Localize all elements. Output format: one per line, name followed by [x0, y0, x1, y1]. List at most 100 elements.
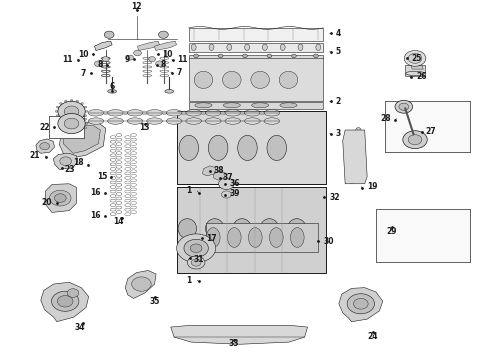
Ellipse shape: [227, 228, 241, 247]
Text: 5: 5: [335, 48, 341, 57]
Ellipse shape: [248, 228, 262, 247]
Ellipse shape: [245, 118, 260, 124]
Text: 37: 37: [223, 173, 234, 182]
Ellipse shape: [108, 118, 123, 124]
Circle shape: [132, 277, 151, 291]
Ellipse shape: [205, 219, 224, 238]
Circle shape: [219, 178, 234, 189]
Polygon shape: [63, 125, 100, 153]
Circle shape: [194, 54, 198, 58]
Ellipse shape: [280, 44, 285, 50]
Ellipse shape: [147, 118, 162, 124]
Text: 29: 29: [386, 226, 397, 235]
Text: 27: 27: [426, 127, 437, 136]
Text: 35: 35: [149, 297, 160, 306]
Ellipse shape: [225, 118, 241, 124]
Ellipse shape: [251, 103, 269, 108]
Circle shape: [159, 31, 168, 38]
Circle shape: [176, 234, 216, 262]
Text: 16: 16: [90, 211, 101, 220]
Circle shape: [40, 143, 49, 150]
Ellipse shape: [348, 150, 354, 157]
Text: 34: 34: [74, 323, 85, 332]
Circle shape: [314, 54, 318, 58]
Ellipse shape: [65, 100, 67, 102]
Ellipse shape: [348, 132, 354, 139]
Ellipse shape: [165, 90, 173, 93]
Polygon shape: [171, 325, 308, 344]
Ellipse shape: [76, 112, 78, 114]
Circle shape: [156, 61, 163, 67]
Polygon shape: [41, 282, 89, 322]
Text: 9: 9: [125, 55, 130, 64]
Ellipse shape: [143, 111, 147, 114]
Text: 12: 12: [131, 2, 142, 11]
Text: 2: 2: [335, 97, 341, 106]
Ellipse shape: [206, 228, 220, 247]
Polygon shape: [202, 166, 216, 176]
Ellipse shape: [56, 127, 59, 129]
Ellipse shape: [60, 115, 62, 117]
Ellipse shape: [260, 111, 265, 114]
Ellipse shape: [65, 133, 67, 135]
Ellipse shape: [71, 122, 73, 123]
Ellipse shape: [181, 111, 186, 114]
Text: 8: 8: [161, 60, 166, 69]
Ellipse shape: [81, 118, 83, 120]
Ellipse shape: [162, 111, 167, 114]
Circle shape: [403, 131, 427, 149]
Ellipse shape: [245, 109, 260, 116]
Ellipse shape: [201, 111, 206, 114]
Ellipse shape: [222, 71, 241, 89]
Text: 1: 1: [186, 276, 191, 285]
Ellipse shape: [227, 44, 232, 50]
Polygon shape: [339, 288, 383, 322]
Ellipse shape: [65, 112, 67, 114]
Text: 36: 36: [229, 179, 240, 188]
Text: 20: 20: [42, 198, 52, 207]
Ellipse shape: [298, 44, 303, 50]
Circle shape: [267, 54, 272, 58]
Ellipse shape: [103, 111, 108, 114]
Polygon shape: [411, 66, 423, 69]
Bar: [49, 116, 84, 138]
Ellipse shape: [348, 177, 354, 184]
Circle shape: [58, 113, 85, 134]
Ellipse shape: [84, 115, 87, 117]
Ellipse shape: [355, 136, 361, 144]
Ellipse shape: [220, 111, 225, 114]
Text: 15: 15: [97, 172, 107, 181]
Ellipse shape: [88, 109, 104, 116]
Text: 32: 32: [329, 193, 340, 202]
Circle shape: [395, 100, 413, 113]
Circle shape: [218, 54, 223, 58]
Circle shape: [347, 294, 374, 314]
Ellipse shape: [348, 159, 354, 166]
Text: 30: 30: [323, 237, 334, 246]
Ellipse shape: [264, 118, 280, 124]
Ellipse shape: [195, 103, 212, 108]
Ellipse shape: [260, 219, 279, 238]
Ellipse shape: [88, 118, 104, 124]
Ellipse shape: [108, 90, 117, 93]
Text: 22: 22: [39, 123, 49, 132]
Polygon shape: [155, 41, 176, 50]
Ellipse shape: [209, 44, 214, 50]
Ellipse shape: [56, 106, 59, 108]
Ellipse shape: [238, 135, 257, 161]
Ellipse shape: [270, 228, 283, 247]
Circle shape: [64, 118, 79, 129]
Ellipse shape: [166, 109, 182, 116]
Circle shape: [399, 103, 409, 110]
Text: 1: 1: [186, 186, 191, 195]
Circle shape: [404, 50, 426, 66]
Ellipse shape: [56, 118, 59, 120]
Ellipse shape: [205, 109, 221, 116]
Ellipse shape: [60, 131, 62, 132]
Ellipse shape: [56, 115, 59, 117]
Bar: [385, 102, 470, 152]
Ellipse shape: [166, 118, 182, 124]
Bar: [376, 209, 470, 262]
Text: 31: 31: [194, 255, 204, 264]
Bar: [189, 102, 323, 108]
